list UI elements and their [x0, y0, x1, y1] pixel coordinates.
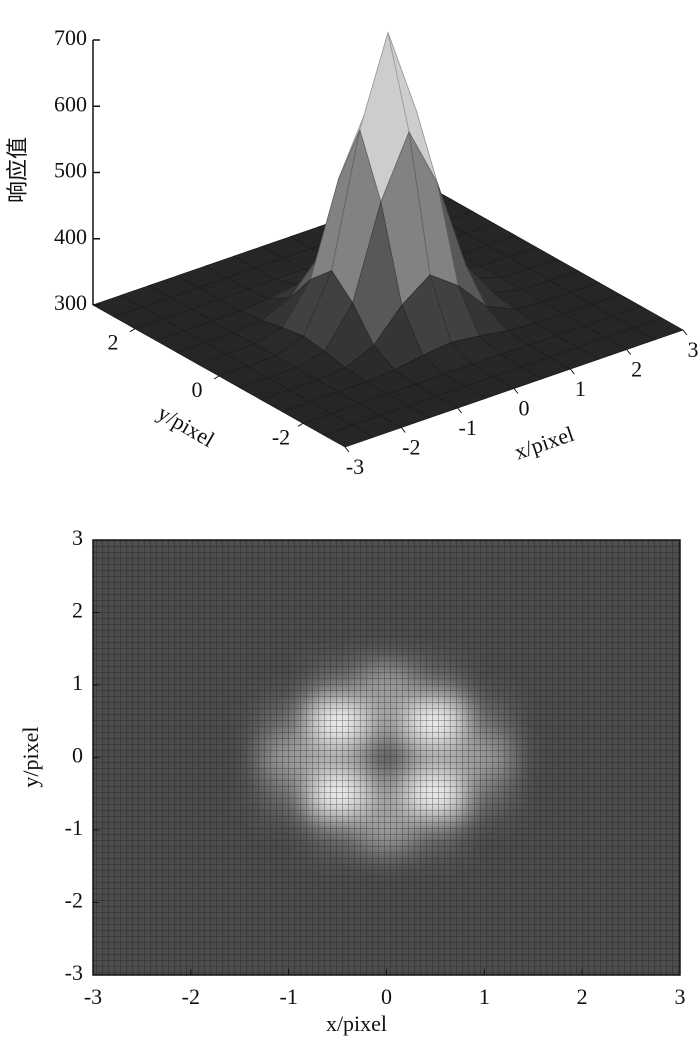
- x-tick: [513, 388, 519, 394]
- x-tick-label: 3: [675, 984, 686, 1009]
- heatmap: [93, 540, 680, 975]
- y-tick-label: 3: [72, 525, 83, 550]
- z-tick-label: 300: [54, 290, 87, 315]
- x-tick: [344, 446, 350, 453]
- x-tick-label: -1: [459, 415, 477, 440]
- x-tick-label: 1: [479, 984, 490, 1009]
- y-tick-label: 1: [72, 670, 83, 695]
- x-tick-label: -3: [346, 454, 364, 479]
- z-tick-label: 500: [54, 158, 87, 183]
- x-tick: [626, 349, 632, 355]
- y-tick: [213, 375, 220, 380]
- y-tick-label: -2: [272, 424, 290, 449]
- y-tick: [297, 422, 304, 427]
- x-tick-label: 0: [381, 984, 392, 1009]
- x-tick-label: -2: [182, 984, 200, 1009]
- x-tick-label: 3: [688, 337, 699, 362]
- y-axis-label: y/pixel: [18, 726, 43, 787]
- x-tick: [569, 368, 575, 375]
- y-tick-label: 2: [72, 598, 83, 623]
- x-tick-label: -1: [280, 984, 298, 1009]
- y-tick-label: 0: [72, 743, 83, 768]
- mesh-overlay: [93, 540, 680, 975]
- x-tick: [400, 427, 406, 433]
- y-tick: [129, 328, 136, 333]
- z-tick-label: 400: [54, 224, 87, 249]
- y-tick-label: 2: [108, 330, 119, 355]
- y-axis-label: y/pixel: [154, 400, 219, 452]
- y-tick-label: 0: [192, 377, 203, 402]
- z-tick-label: 700: [54, 25, 87, 50]
- x-axis-label: x/pixel: [326, 1011, 387, 1036]
- x-tick-label: -2: [402, 435, 420, 460]
- y-tick-label: -1: [65, 815, 83, 840]
- x-tick-label: -3: [84, 984, 102, 1009]
- z-axis-label: 响应值: [5, 137, 30, 203]
- y-tick-label: -3: [65, 960, 83, 985]
- x-tick: [682, 329, 688, 336]
- x-tick: [457, 407, 463, 414]
- x-tick-label: 1: [575, 376, 586, 401]
- y-tick-label: -2: [65, 888, 83, 913]
- surface: [92, 31, 684, 448]
- x-axis-label: x/pixel: [511, 421, 577, 465]
- surface-patch: [323, 424, 375, 448]
- x-tick-label: 0: [519, 396, 530, 421]
- z-tick-label: 600: [54, 91, 87, 116]
- x-tick-label: 2: [577, 984, 588, 1009]
- x-tick-label: 2: [631, 357, 642, 382]
